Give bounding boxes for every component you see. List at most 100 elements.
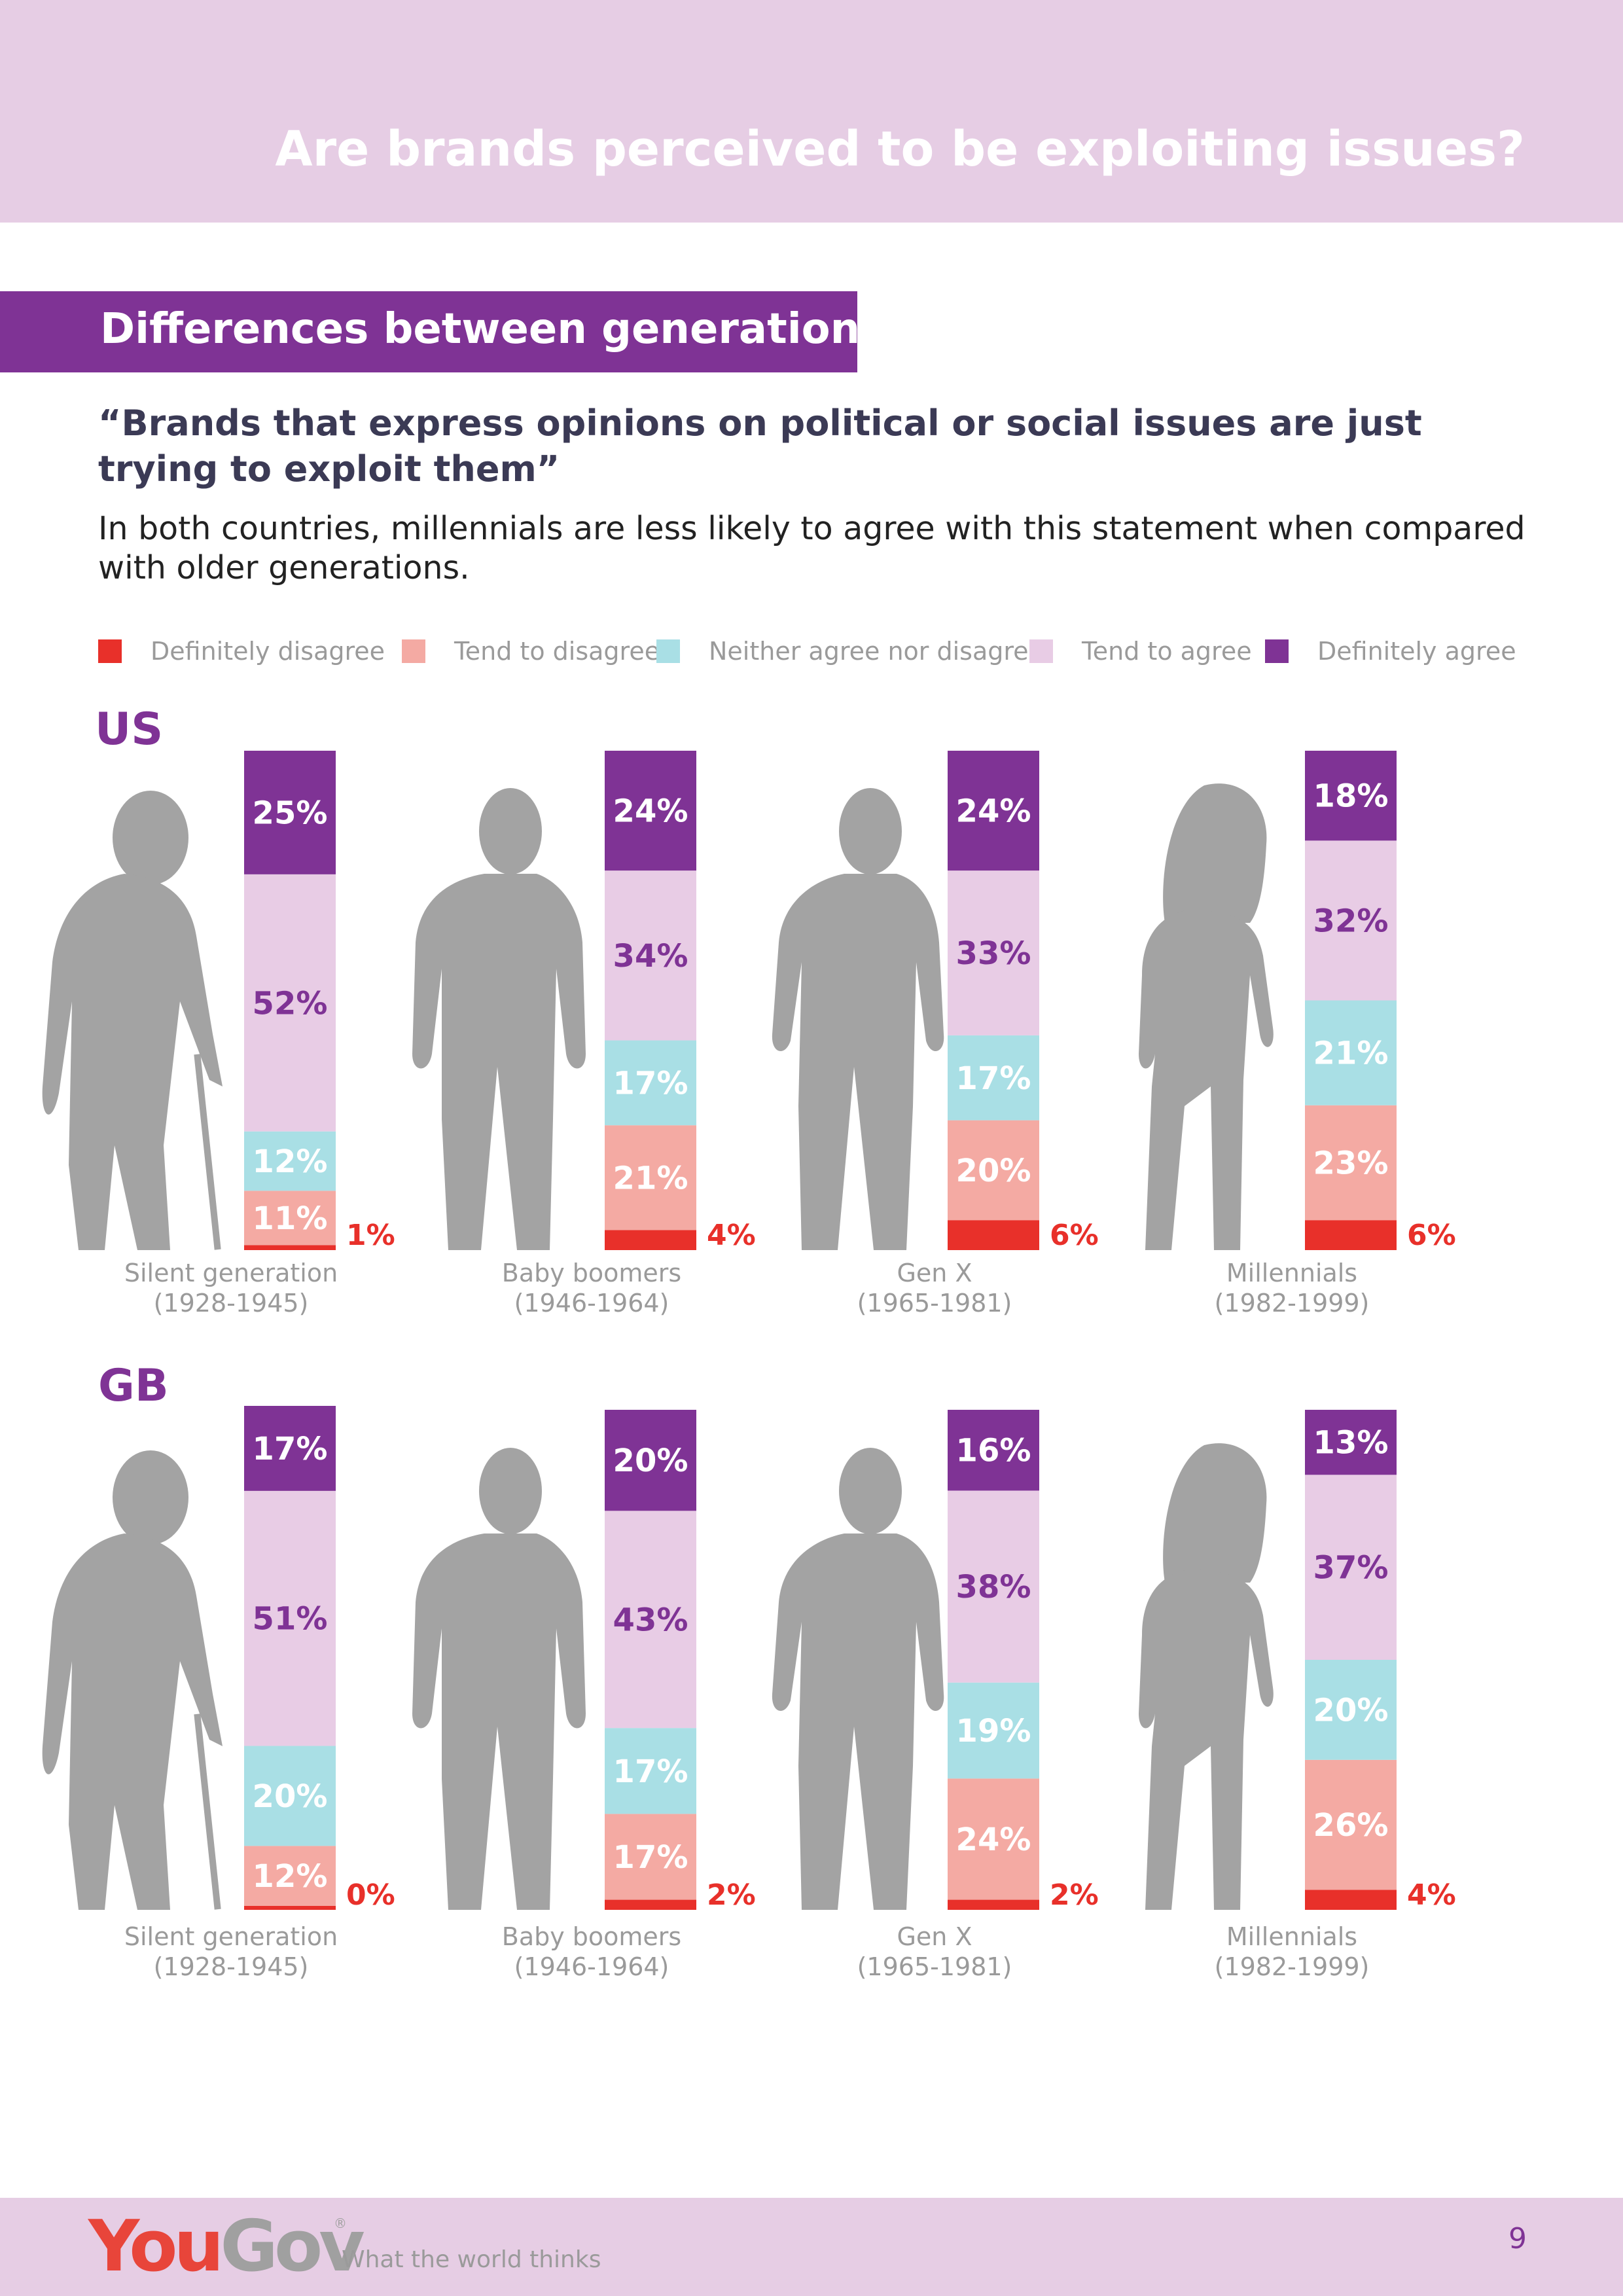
data-label-us-silent-generation-definitely-disagree: 1% — [346, 1219, 395, 1252]
bar-gb-silent-generation-s2 — [244, 1746, 336, 1846]
category-years-gb-gen-x: (1965-1981) — [857, 1952, 1012, 1981]
category-label-gb-silent-generation: Silent generation — [124, 1922, 338, 1951]
legend-item-neither: Neither agree nor disagree — [656, 635, 1044, 668]
bar-us-silent-generation-s0 — [244, 1245, 336, 1250]
data-label-us-silent-generation-s1: 11% — [253, 1200, 328, 1237]
bar-us-baby-boomers-s4 — [605, 751, 696, 871]
category-years-gb-baby-boomers: (1946-1964) — [514, 1952, 669, 1981]
legend-swatch — [1029, 639, 1053, 663]
data-label-gb-millennials-s1: 26% — [1313, 1807, 1389, 1844]
bar-gb-gen-x-s4 — [948, 1410, 1039, 1491]
legend-item-tend-to-disagree: Tend to disagree — [402, 635, 660, 668]
data-label-gb-baby-boomers-definitely-disagree: 2% — [707, 1878, 756, 1912]
bar-gb-millennials-s2 — [1305, 1660, 1397, 1760]
silhouette-millennials — [1139, 783, 1274, 1250]
bar-us-millennials-s2 — [1305, 1000, 1397, 1105]
data-label-gb-gen-x-definitely-disagree: 2% — [1050, 1878, 1099, 1912]
data-label-gb-silent-generation-s4: 17% — [253, 1431, 328, 1467]
category-years-us-baby-boomers: (1946-1964) — [514, 1289, 669, 1318]
legend-label: Tend to agree — [1082, 637, 1252, 666]
bar-us-baby-boomers-s3 — [605, 870, 696, 1041]
data-label-gb-gen-x-s4: 16% — [956, 1433, 1031, 1469]
data-label-gb-silent-generation-s3: 51% — [253, 1601, 328, 1638]
bar-us-silent-generation-s4 — [244, 751, 336, 874]
description: In both countries, millennials are less … — [98, 510, 1525, 586]
bar-gb-gen-x-s1 — [948, 1778, 1039, 1900]
data-label-us-millennials-s4: 18% — [1313, 778, 1389, 815]
legend-label: Definitely disagree — [151, 637, 385, 666]
chart-title-gb: GB — [98, 1360, 169, 1412]
data-label-us-baby-boomers-s3: 34% — [613, 938, 688, 975]
legend-item-definitely-disagree: Definitely disagree — [98, 635, 385, 668]
legend-swatch — [98, 639, 122, 663]
data-label-us-baby-boomers-s2: 17% — [613, 1065, 688, 1102]
data-label-us-gen-x-s1: 20% — [956, 1153, 1031, 1189]
data-label-gb-silent-generation-definitely-disagree: 0% — [346, 1878, 395, 1912]
data-label-gb-millennials-s3: 37% — [1313, 1550, 1389, 1587]
bar-us-silent-generation-s1 — [244, 1191, 336, 1246]
bar-us-gen-x-s0 — [948, 1220, 1039, 1250]
category-years-us-millennials: (1982-1999) — [1215, 1289, 1370, 1318]
data-label-us-millennials-s1: 23% — [1313, 1145, 1389, 1181]
section-title: Differences between generations — [100, 305, 885, 353]
data-label-gb-baby-boomers-s2: 17% — [613, 1753, 688, 1790]
data-label-gb-millennials-s4: 13% — [1313, 1425, 1389, 1462]
logo-gov: Gov — [220, 2206, 365, 2287]
bar-gb-silent-generation-s4 — [244, 1406, 336, 1491]
registered-mark: ® — [334, 2215, 347, 2231]
silhouette-gen-x — [772, 788, 944, 1250]
bar-gb-baby-boomers-s4 — [605, 1410, 696, 1511]
silhouette-silent-generation — [42, 1450, 223, 1910]
category-years-gb-millennials: (1982-1999) — [1215, 1952, 1370, 1981]
data-label-gb-millennials-s2: 20% — [1313, 1692, 1389, 1729]
category-label-gb-millennials: Millennials — [1226, 1922, 1357, 1951]
legend-label: Definitely agree — [1317, 637, 1516, 666]
silhouette-baby-boomers — [412, 1448, 586, 1910]
bar-us-gen-x-s4 — [948, 751, 1039, 871]
logo-you: You — [88, 2206, 224, 2287]
tagline: What the world thinks — [342, 2246, 601, 2273]
category-label-us-silent-generation: Silent generation — [124, 1259, 338, 1287]
legend-item-tend-to-agree: Tend to agree — [1029, 635, 1252, 668]
category-years-us-gen-x: (1965-1981) — [857, 1289, 1012, 1318]
silhouette-gen-x — [772, 1448, 944, 1910]
data-label-us-baby-boomers-s1: 21% — [613, 1160, 688, 1196]
bar-us-silent-generation-s2 — [244, 1131, 336, 1191]
data-label-gb-baby-boomers-s4: 20% — [613, 1443, 688, 1479]
data-label-us-silent-generation-s4: 25% — [253, 795, 328, 831]
data-label-us-baby-boomers-definitely-disagree: 4% — [707, 1219, 756, 1252]
data-label-us-millennials-s3: 32% — [1313, 903, 1389, 939]
legend-swatch — [1265, 639, 1289, 663]
data-label-gb-silent-generation-s2: 20% — [253, 1778, 328, 1815]
data-label-gb-baby-boomers-s1: 17% — [613, 1839, 688, 1876]
bar-us-gen-x-s2 — [948, 1035, 1039, 1121]
data-label-gb-gen-x-s3: 38% — [956, 1569, 1031, 1605]
data-label-gb-gen-x-s1: 24% — [956, 1821, 1031, 1858]
bar-us-millennials-s1 — [1305, 1105, 1397, 1221]
category-years-gb-silent-generation: (1928-1945) — [154, 1952, 309, 1981]
yougov-logo: YouGov — [88, 2206, 365, 2287]
silhouette-millennials — [1139, 1443, 1274, 1910]
category-label-us-baby-boomers: Baby boomers — [502, 1259, 681, 1287]
legend-swatch — [656, 639, 680, 663]
silhouette-silent-generation — [42, 791, 223, 1250]
data-label-us-millennials-definitely-disagree: 6% — [1407, 1219, 1456, 1252]
data-label-us-silent-generation-s2: 12% — [253, 1143, 328, 1180]
chart-title-us: US — [95, 704, 164, 755]
page-title: Are brands perceived to be exploiting is… — [275, 121, 1525, 177]
bar-us-gen-x-s1 — [948, 1120, 1039, 1221]
category-label-us-millennials: Millennials — [1226, 1259, 1357, 1287]
footer-band — [0, 2198, 1623, 2296]
data-label-us-gen-x-s4: 24% — [956, 793, 1031, 830]
bar-us-gen-x-s3 — [948, 870, 1039, 1035]
bar-us-millennials-s4 — [1305, 751, 1397, 841]
silhouette-baby-boomers — [412, 788, 586, 1250]
survey-statement: “Brands that express opinions on politic… — [98, 403, 1422, 490]
bar-gb-silent-generation-s1 — [244, 1846, 336, 1906]
bar-gb-baby-boomers-s2 — [605, 1728, 696, 1814]
bar-gb-millennials-s0 — [1305, 1890, 1397, 1910]
bar-us-silent-generation-s3 — [244, 874, 336, 1132]
bar-gb-millennials-s4 — [1305, 1410, 1397, 1475]
data-label-us-baby-boomers-s4: 24% — [613, 793, 688, 830]
